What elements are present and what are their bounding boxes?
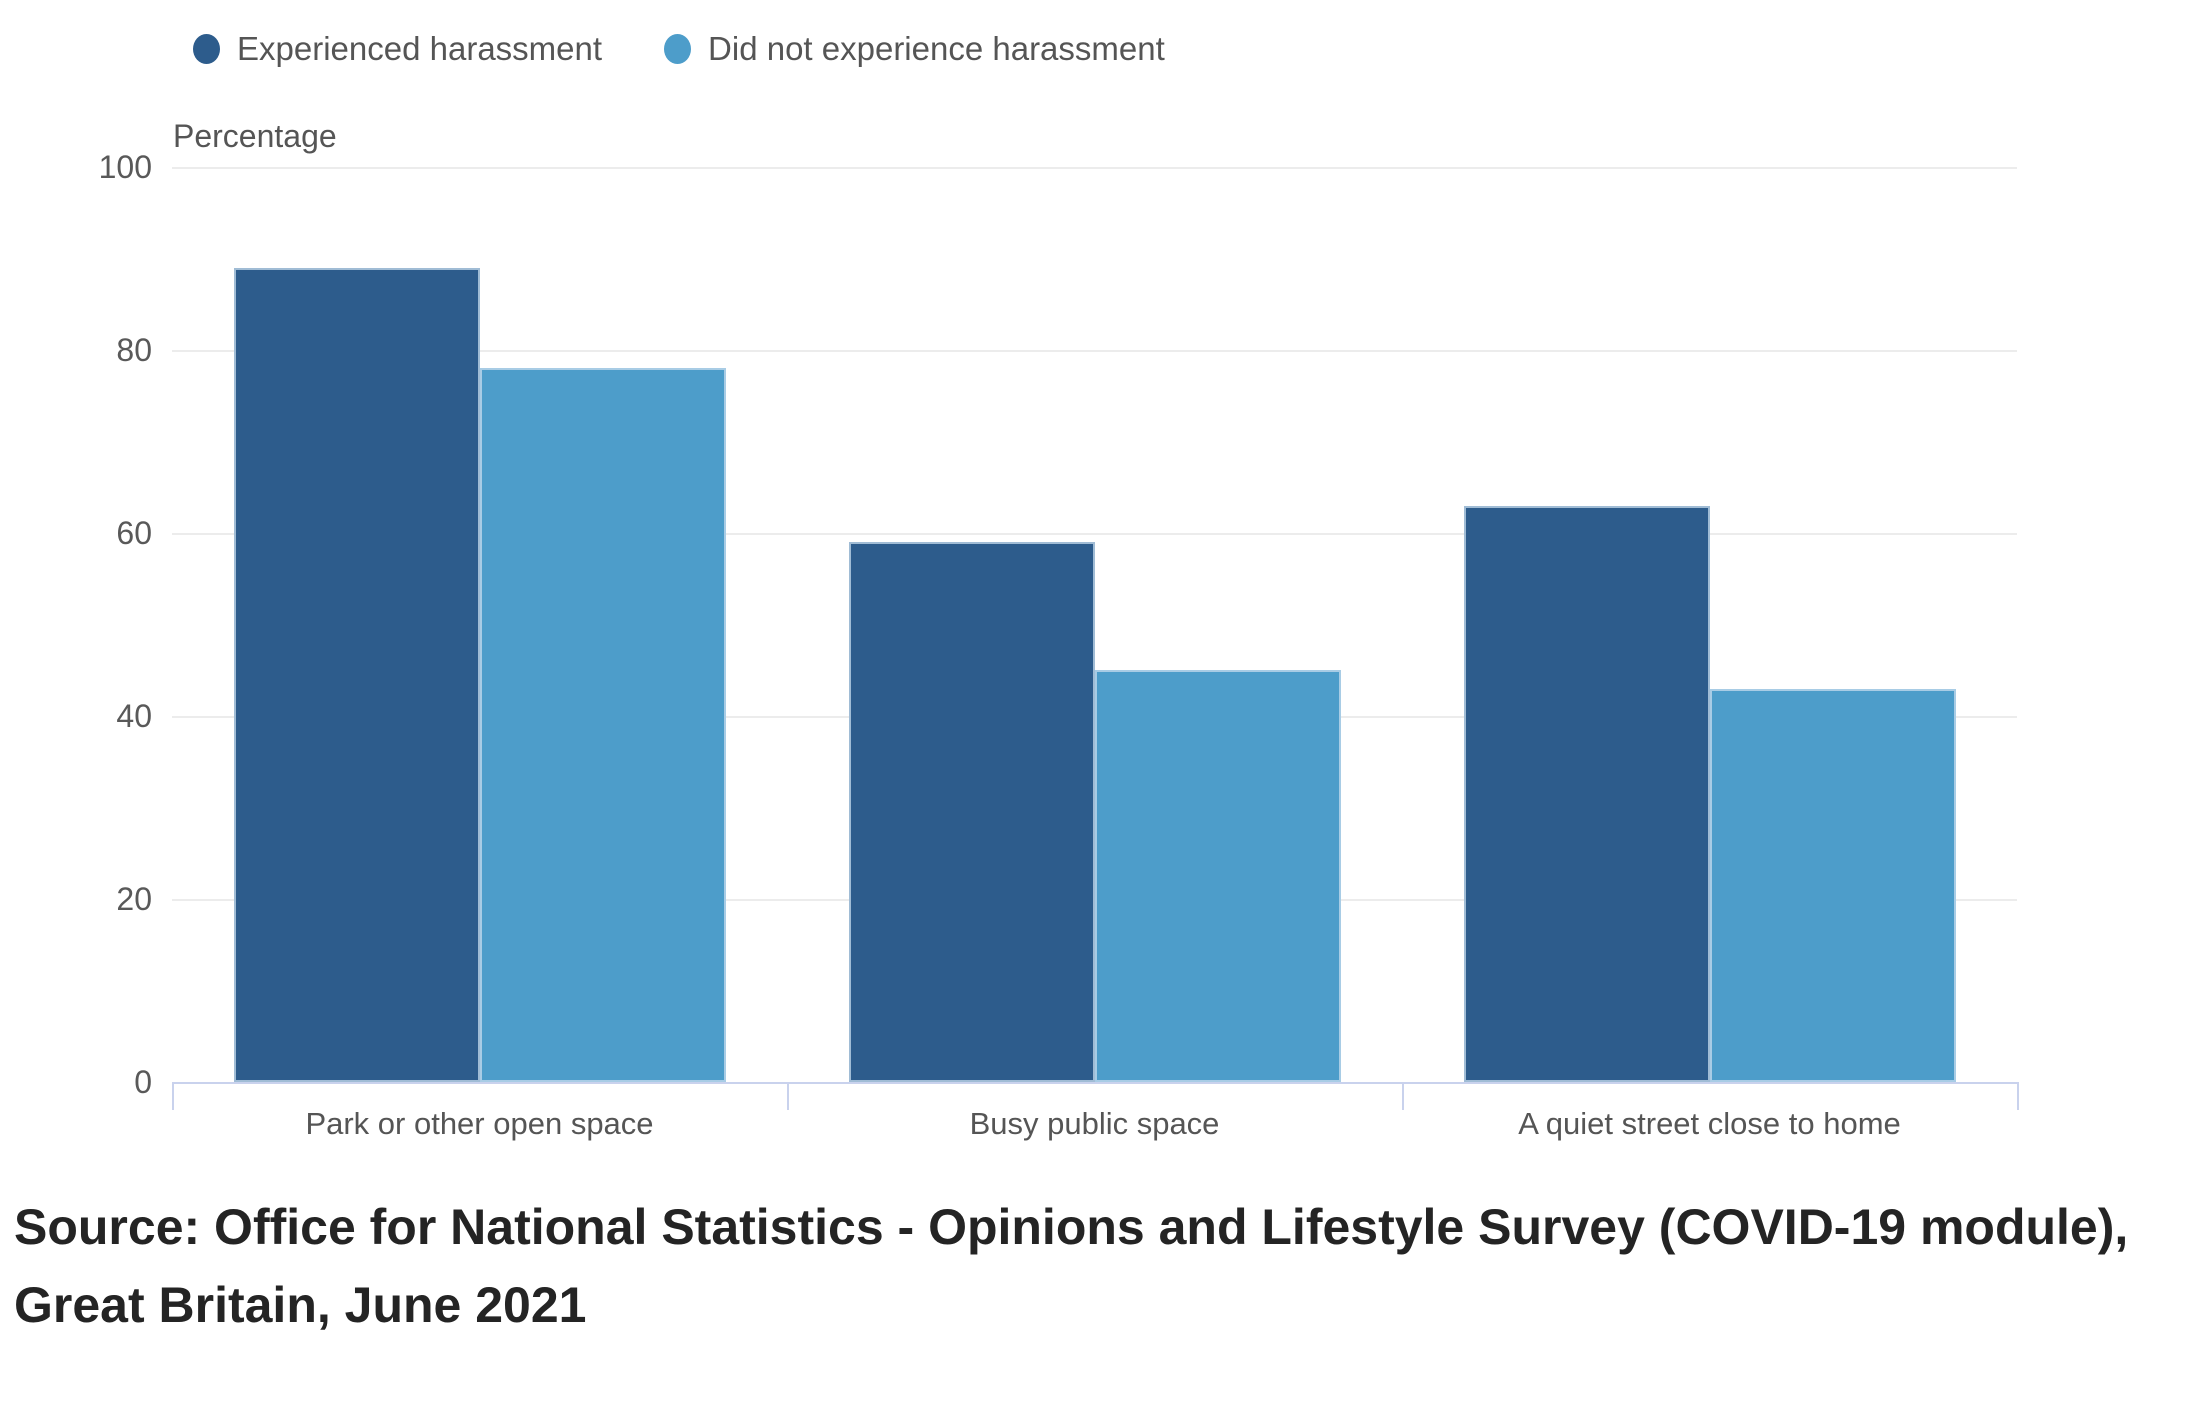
x-axis-tick (2017, 1082, 2019, 1110)
y-tick-label-60: 60 (116, 515, 152, 551)
gridline-100 (172, 167, 2017, 169)
gridline-60 (172, 533, 2017, 535)
bar-did-not-experience-harassment-a-quiet-street-close-to-home (1710, 689, 1956, 1082)
y-tick-label-40: 40 (116, 698, 152, 734)
x-axis-tick (1402, 1082, 1404, 1110)
source-caption: Source: Office for National Statistics -… (14, 1199, 2129, 1333)
y-tick-label-0: 0 (134, 1064, 152, 1100)
x-category-label-a-quiet-street-close-to-home: A quiet street close to home (1518, 1106, 1901, 1141)
x-category-label-park-or-other-open-space: Park or other open space (305, 1106, 654, 1141)
x-axis-line (172, 1082, 2017, 1084)
bar-did-not-experience-harassment-busy-public-space (1095, 670, 1341, 1082)
legend-item-experienced-harassment[interactable]: Experienced harassment (193, 30, 602, 68)
bar-did-not-experience-harassment-park-or-other-open-space (480, 368, 726, 1082)
x-axis-tick (172, 1082, 174, 1110)
bar-experienced-harassment-a-quiet-street-close-to-home (1464, 506, 1710, 1082)
y-tick-label-20: 20 (116, 881, 152, 917)
legend-label: Experienced harassment (237, 30, 603, 67)
bar-experienced-harassment-park-or-other-open-space (234, 268, 480, 1082)
legend-item-did-not-experience-harassment[interactable]: Did not experience harassment (664, 30, 1165, 68)
x-axis-tick (787, 1082, 789, 1110)
legend-label: Did not experience harassment (708, 30, 1165, 67)
legend-swatch-experienced-harassment-icon (193, 34, 220, 64)
legend: Experienced harassment Did not experienc… (193, 30, 1165, 68)
legend-swatch-did-not-experience-harassment-icon (664, 34, 692, 64)
y-axis-title: Percentage (173, 118, 337, 154)
x-category-label-busy-public-space: Busy public space (969, 1106, 1220, 1141)
y-tick-label-80: 80 (116, 332, 152, 368)
y-tick-label-100: 100 (98, 149, 152, 185)
gridline-80 (172, 350, 2017, 352)
bar-experienced-harassment-busy-public-space (849, 542, 1095, 1082)
